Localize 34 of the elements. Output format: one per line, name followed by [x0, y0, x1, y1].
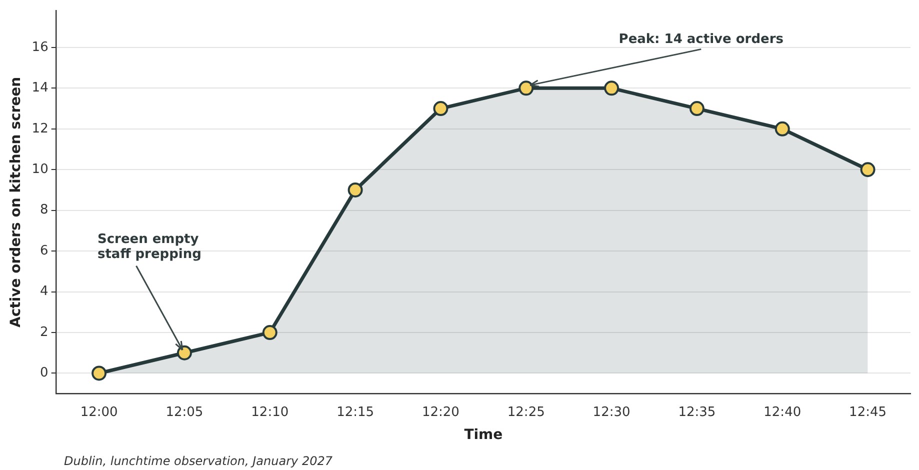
point: [604, 80, 620, 96]
y-tick-label: 8: [40, 202, 48, 218]
x-tick-label: 12:20: [422, 404, 460, 420]
point: [92, 366, 107, 381]
point: [348, 182, 363, 198]
annotation: Screen empty staff prepping: [97, 232, 202, 262]
y-tick-label: 2: [40, 324, 48, 340]
x-tick-label: 12:00: [80, 404, 118, 420]
x-tick-label: 12:45: [849, 404, 887, 420]
y-tick-label: 16: [32, 40, 48, 55]
x-tick-label: 12:35: [678, 404, 716, 420]
annotation: Peak: 14 active orders: [618, 32, 784, 48]
y-tick-label: 6: [40, 243, 48, 258]
x-tick-label: 12:05: [166, 404, 204, 420]
y-tick-label: 0: [40, 366, 48, 381]
y-tick-label: 12: [32, 121, 48, 136]
point: [774, 121, 790, 136]
point: [689, 101, 704, 116]
x-tick-label: 12:30: [592, 404, 630, 420]
point: [518, 80, 534, 96]
x-tick-label: 12:40: [764, 404, 802, 420]
x-axis-title: Time: [464, 427, 503, 444]
x-tick-label: 12:25: [507, 404, 545, 420]
y-tick-label: 10: [32, 162, 48, 177]
point: [860, 162, 876, 178]
y-tick-label: 4: [40, 284, 48, 300]
point: [433, 101, 448, 116]
point: [262, 325, 278, 340]
point: [176, 345, 192, 360]
y-tick-label: 14: [32, 80, 48, 96]
y-axis-title: Active orders on kitchen screen: [8, 76, 24, 328]
text: Dublin, lunchtime observation, January 2027: [64, 454, 333, 468]
x-tick-label: 12:10: [251, 404, 289, 420]
x-tick-label: 12:15: [336, 404, 374, 420]
